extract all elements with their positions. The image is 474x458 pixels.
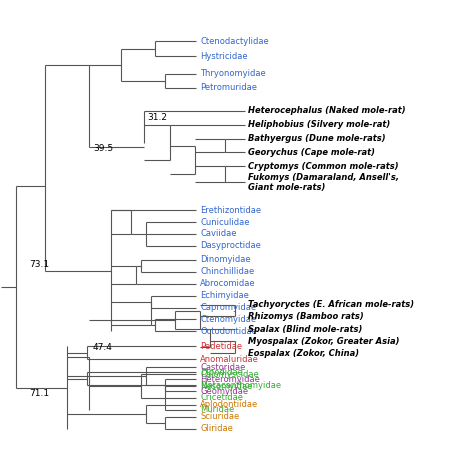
Text: Tachyoryctes (E. African mole-rats): Tachyoryctes (E. African mole-rats) <box>248 300 414 309</box>
Text: Heteromyidae: Heteromyidae <box>200 375 260 384</box>
Text: Heliphobius (Silvery mole-rat): Heliphobius (Silvery mole-rat) <box>248 120 390 129</box>
Text: Caviidae: Caviidae <box>200 229 237 239</box>
Text: Rhizomys (Bamboo rats): Rhizomys (Bamboo rats) <box>248 312 364 321</box>
Text: Aplodontiidae: Aplodontiidae <box>200 400 258 409</box>
Text: Bathyergus (Dune mole-rats): Bathyergus (Dune mole-rats) <box>248 134 385 143</box>
Text: Dinomyidae: Dinomyidae <box>200 255 251 264</box>
Text: Cricetidae: Cricetidae <box>200 393 243 403</box>
Text: Chinchillidae: Chinchillidae <box>200 267 255 276</box>
Text: Muridae: Muridae <box>200 405 235 414</box>
Text: Calomyscidae: Calomyscidae <box>200 370 259 379</box>
Text: Octodontidae: Octodontidae <box>200 327 257 336</box>
Text: Cuniculidae: Cuniculidae <box>200 218 250 227</box>
Text: Anomaluridae: Anomaluridae <box>200 354 259 364</box>
Text: Gliridae: Gliridae <box>200 424 233 433</box>
Text: Spalax (Blind mole-rats): Spalax (Blind mole-rats) <box>248 325 362 334</box>
Text: 31.2: 31.2 <box>147 113 167 122</box>
Text: Platacanthomyidae: Platacanthomyidae <box>200 381 282 390</box>
Text: Capromyidae: Capromyidae <box>200 303 256 312</box>
Text: Sciuridae: Sciuridae <box>200 412 239 421</box>
Text: Thryonomyidae: Thryonomyidae <box>200 70 266 78</box>
Text: Geomyidae: Geomyidae <box>200 387 248 396</box>
Text: Hystricidae: Hystricidae <box>200 52 248 60</box>
Text: Castoridae: Castoridae <box>200 363 246 371</box>
Text: 39.5: 39.5 <box>93 144 113 153</box>
Text: Eospalax (Zokor, China): Eospalax (Zokor, China) <box>248 349 359 358</box>
Text: Myospalax (Zokor, Greater Asia): Myospalax (Zokor, Greater Asia) <box>248 337 400 346</box>
Text: Heterocephalus (Naked mole-rat): Heterocephalus (Naked mole-rat) <box>248 106 406 115</box>
Text: 71.1: 71.1 <box>29 389 49 398</box>
Text: Abrocomidae: Abrocomidae <box>200 279 256 288</box>
Text: Cryptomys (Common mole-rats): Cryptomys (Common mole-rats) <box>248 162 399 171</box>
Text: Erethizontidae: Erethizontidae <box>200 206 261 215</box>
Text: Dipodidae: Dipodidae <box>200 368 243 376</box>
Text: Petromuridae: Petromuridae <box>200 83 257 93</box>
Text: Fukomys (Damaraland, Ansell's,
Giant mole-rats): Fukomys (Damaraland, Ansell's, Giant mol… <box>248 173 399 192</box>
Text: Ctenomyidae: Ctenomyidae <box>200 315 256 324</box>
Text: 47.4: 47.4 <box>93 343 113 352</box>
Text: Dasyproctidae: Dasyproctidae <box>200 241 261 251</box>
Text: Pedetidae: Pedetidae <box>200 342 242 351</box>
Text: 73.1: 73.1 <box>29 260 49 269</box>
Text: Ctenodactylidae: Ctenodactylidae <box>200 37 269 46</box>
Text: Echimyidae: Echimyidae <box>200 291 249 300</box>
Text: Nesomyidae: Nesomyidae <box>200 382 253 391</box>
Text: Georychus (Cape mole-rat): Georychus (Cape mole-rat) <box>248 148 375 157</box>
